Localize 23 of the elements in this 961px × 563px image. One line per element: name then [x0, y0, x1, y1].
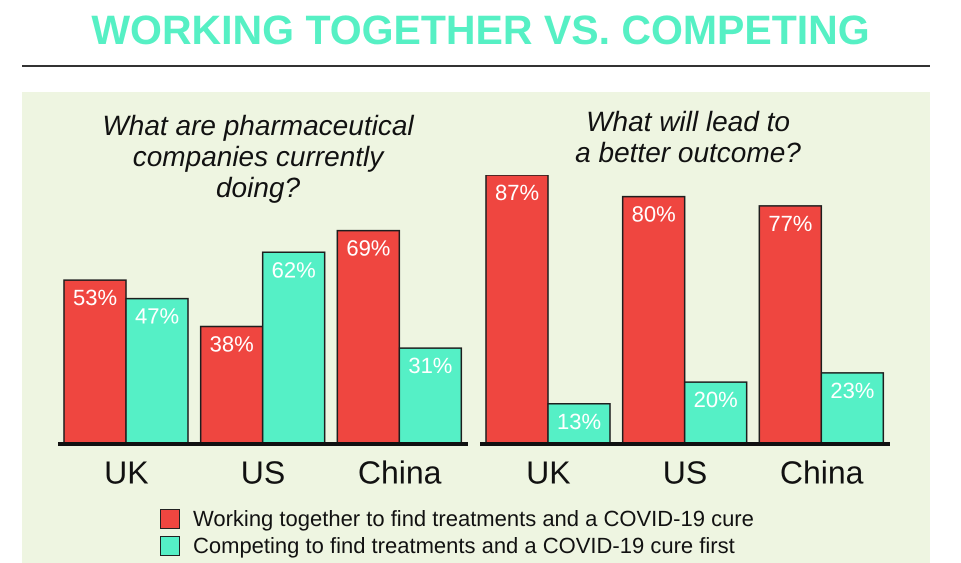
data-label: 77%: [768, 210, 812, 236]
x-tick-label: China: [358, 454, 442, 491]
data-label: 31%: [408, 353, 452, 378]
data-label: 38%: [210, 332, 254, 357]
data-label: 53%: [73, 285, 118, 310]
data-label: 62%: [272, 257, 316, 282]
legend-label: Working together to find treatments and a COVID-19 cure: [193, 506, 754, 532]
x-tick-label: UK: [526, 454, 571, 491]
data-label: 69%: [346, 236, 390, 261]
x-tick-label: US: [240, 454, 286, 491]
data-label: 20%: [694, 387, 738, 412]
x-tick-label: UK: [104, 454, 149, 491]
chart-subtitle: What are pharmaceutical companies currently doing?: [101, 110, 416, 203]
legend-label: Competing to find treatments and a COVID-19 cure first: [193, 533, 735, 559]
data-label: 13%: [557, 408, 602, 434]
data-label: 87%: [495, 180, 540, 205]
data-label: 80%: [632, 202, 676, 227]
x-tick-label: US: [662, 454, 708, 491]
data-label: 47%: [135, 304, 180, 329]
chart-title: WORKING TOGETHER VS. COMPETING: [91, 7, 870, 53]
chart-subtitle: What will lead to a better outcome?: [574, 106, 802, 168]
x-tick-label: China: [780, 454, 864, 491]
data-label: 23%: [830, 378, 874, 403]
